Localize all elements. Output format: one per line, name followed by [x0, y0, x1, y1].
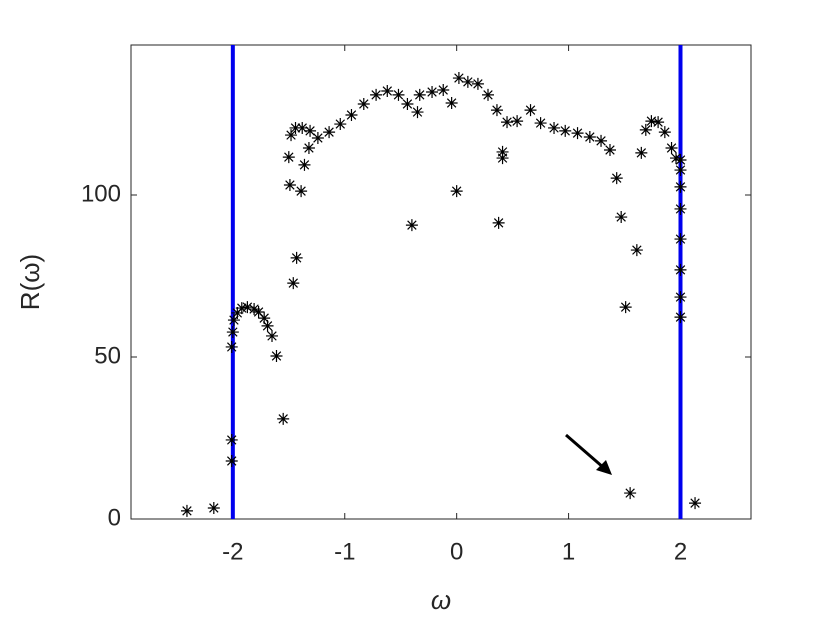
data-point [302, 142, 315, 155]
data-point [524, 104, 537, 117]
y-tick-label: 50 [94, 342, 121, 369]
data-point [298, 158, 311, 171]
data-point [426, 85, 439, 98]
data-point [225, 340, 238, 353]
data-point [639, 123, 652, 136]
data-point [674, 291, 687, 304]
data-point [635, 146, 648, 159]
y-tick-label: 100 [81, 180, 121, 207]
data-point [405, 219, 418, 232]
data-point [471, 77, 484, 90]
data-point [241, 301, 254, 314]
data-point [283, 178, 296, 191]
annotation-arrow [565, 433, 612, 475]
data-point [674, 164, 687, 177]
data-point [511, 115, 524, 128]
data-point [289, 121, 302, 134]
data-point [235, 302, 248, 315]
x-tick-label: 0 [450, 538, 463, 565]
data-point [665, 142, 678, 155]
data-point [370, 88, 383, 101]
data-point [450, 185, 463, 198]
data-point [225, 433, 238, 446]
data-point [674, 233, 687, 246]
data-point [311, 131, 324, 144]
data-point [571, 127, 584, 140]
x-tick-label: -2 [222, 538, 243, 565]
data-point [231, 306, 244, 319]
data-point [624, 487, 637, 500]
data-point [583, 131, 596, 144]
data-point [180, 504, 193, 517]
data-point [248, 303, 261, 316]
data-point [630, 244, 643, 257]
data-point [492, 216, 505, 229]
x-tick-label: 2 [674, 538, 687, 565]
data-point [381, 85, 394, 98]
data-point [295, 185, 308, 198]
data-point [285, 129, 298, 142]
data-point [689, 497, 702, 510]
data-point [258, 312, 271, 325]
data-point [270, 350, 283, 363]
data-point [674, 263, 687, 276]
data-point [392, 88, 405, 101]
data-point [445, 96, 458, 109]
data-point [296, 121, 309, 134]
data-point [610, 172, 623, 185]
data-point [674, 154, 687, 167]
data-point [287, 277, 300, 290]
data-point [658, 126, 671, 139]
data-point [674, 180, 687, 193]
data-point [266, 329, 279, 342]
data-point [401, 97, 414, 110]
data-point [490, 104, 503, 117]
data-point [277, 412, 290, 425]
data-point [652, 116, 665, 129]
data-point [290, 251, 303, 264]
data-point [411, 106, 424, 119]
data-point [227, 314, 240, 327]
x-tick-label: -1 [334, 538, 355, 565]
data-point [534, 117, 547, 130]
data-point [452, 72, 465, 85]
data-point [674, 202, 687, 215]
data-point [603, 143, 616, 156]
y-tick-label: 0 [108, 504, 121, 531]
data-point [345, 108, 358, 121]
data-point [334, 118, 347, 131]
data-point [207, 501, 220, 514]
data-point [323, 126, 336, 139]
data-point [461, 75, 474, 88]
data-point [559, 124, 572, 137]
data-point [619, 301, 632, 314]
data-point [548, 121, 561, 134]
y-axis-label: R(ω) [15, 254, 45, 310]
data-point [261, 319, 274, 332]
data-point [645, 115, 658, 128]
data-point [226, 326, 239, 339]
data-point [501, 116, 514, 129]
plot-frame [130, 44, 752, 520]
data-point [674, 311, 687, 324]
x-axis-label: ω [431, 585, 451, 615]
data-point [413, 88, 426, 101]
data-point [252, 305, 265, 318]
x-tick-label: 1 [562, 538, 575, 565]
data-point [437, 84, 450, 97]
data-point [225, 455, 238, 468]
data-point [357, 97, 370, 110]
data-point [670, 152, 683, 165]
data-point [595, 134, 608, 147]
data-point [482, 88, 495, 101]
data-point [304, 124, 317, 137]
data-point [615, 211, 628, 224]
data-point [496, 145, 509, 158]
data-point [496, 152, 509, 165]
data-point [282, 151, 295, 164]
